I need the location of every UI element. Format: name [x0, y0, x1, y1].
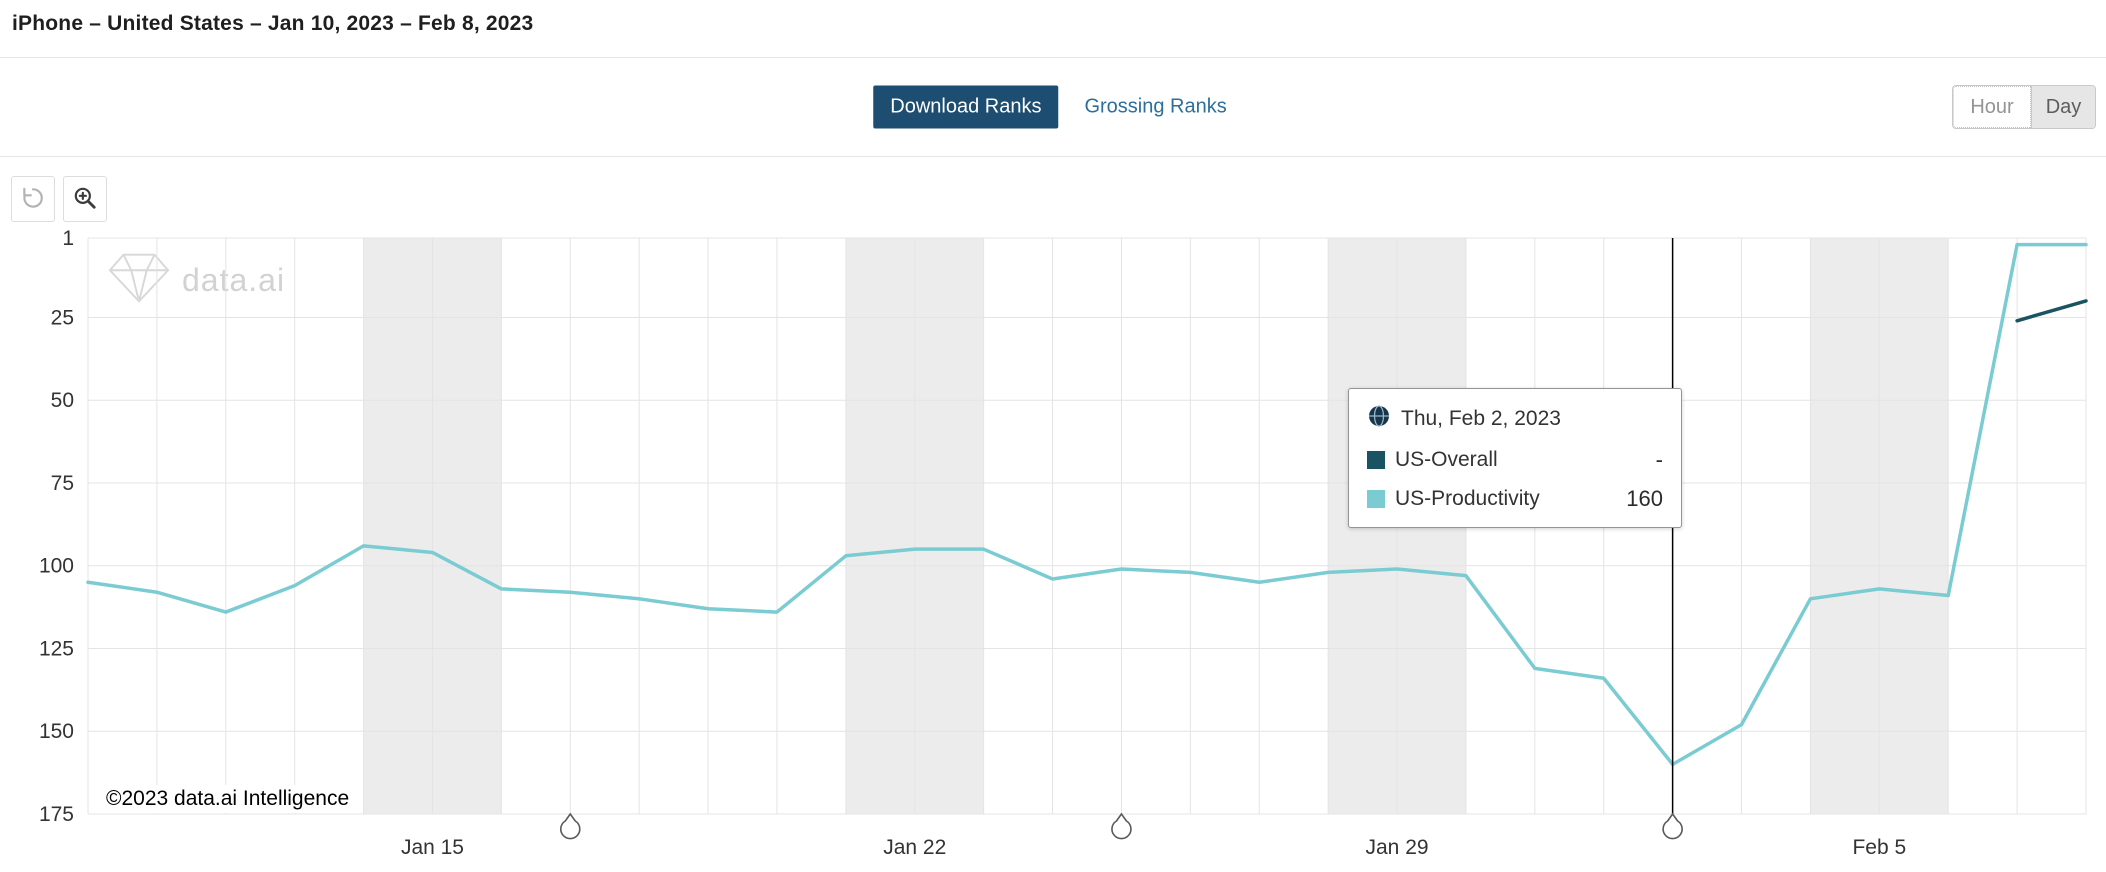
- page-title: iPhone – United States – Jan 10, 2023 – …: [12, 12, 534, 35]
- diamond-logo-icon: [106, 250, 172, 311]
- y-axis-label: 25: [51, 306, 74, 329]
- hour-button[interactable]: Hour: [1953, 86, 2031, 128]
- tooltip-series-row: US-Productivity 160: [1367, 486, 1663, 512]
- zoom-in-icon: [72, 185, 98, 214]
- us-overall-swatch: [1367, 451, 1385, 469]
- us-productivity-swatch: [1367, 490, 1385, 508]
- y-axis-label: 50: [51, 389, 74, 412]
- y-axis-label: 1: [62, 227, 74, 250]
- watermark-text: data.ai: [182, 262, 286, 298]
- data-ai-watermark: data.ai: [106, 250, 285, 311]
- y-axis-label: 175: [39, 803, 74, 826]
- series-line-us-productivity[interactable]: [86, 242, 2088, 767]
- header-bar: iPhone – United States – Jan 10, 2023 – …: [0, 0, 2106, 58]
- tooltip-date: Thu, Feb 2, 2023: [1401, 407, 1561, 430]
- reset-zoom-button[interactable]: [11, 176, 55, 222]
- rank-type-tabs: Download Ranks Grossing Ranks: [873, 85, 1232, 129]
- y-axis-label: 125: [39, 637, 74, 660]
- granularity-toggle: Hour Day: [1952, 85, 2096, 129]
- tooltip-series-row: US-Overall -: [1367, 447, 1663, 473]
- y-axis-label: 75: [51, 472, 74, 495]
- tooltip-date-row: Thu, Feb 2, 2023: [1367, 404, 1663, 434]
- event-flag-marker[interactable]: [1111, 812, 1132, 840]
- x-axis-label: Jan 29: [1366, 836, 1429, 859]
- copyright-notice: ©2023 data.ai Intelligence: [98, 785, 358, 813]
- tooltip-series-value: -: [1655, 447, 1663, 472]
- chart-tooltip: Thu, Feb 2, 2023 US-Overall - US-Product…: [1348, 388, 1682, 528]
- x-axis-label: Feb 5: [1852, 836, 1906, 859]
- series-line-us-overall[interactable]: [2015, 299, 2088, 323]
- event-flag-marker[interactable]: [559, 812, 581, 840]
- globe-icon: [1367, 404, 1391, 434]
- y-axis-label: 150: [39, 720, 74, 743]
- tooltip-series-name: US-Overall: [1395, 448, 1498, 471]
- day-button[interactable]: Day: [2031, 86, 2095, 128]
- tooltip-series-value: 160: [1626, 486, 1663, 511]
- reset-icon: [20, 185, 46, 214]
- x-axis-label: Jan 15: [401, 836, 464, 859]
- tab-grossing-ranks[interactable]: Grossing Ranks: [1078, 95, 1232, 120]
- tab-bar: Download Ranks Grossing Ranks Hour Day: [0, 58, 2106, 157]
- event-flag-marker[interactable]: [1662, 812, 1683, 840]
- y-axis-label: 100: [39, 555, 74, 578]
- zoom-in-button[interactable]: [63, 176, 107, 222]
- x-axis-label: Jan 22: [883, 836, 946, 859]
- tooltip-series-name: US-Productivity: [1395, 487, 1540, 510]
- tab-download-ranks[interactable]: Download Ranks: [873, 85, 1059, 129]
